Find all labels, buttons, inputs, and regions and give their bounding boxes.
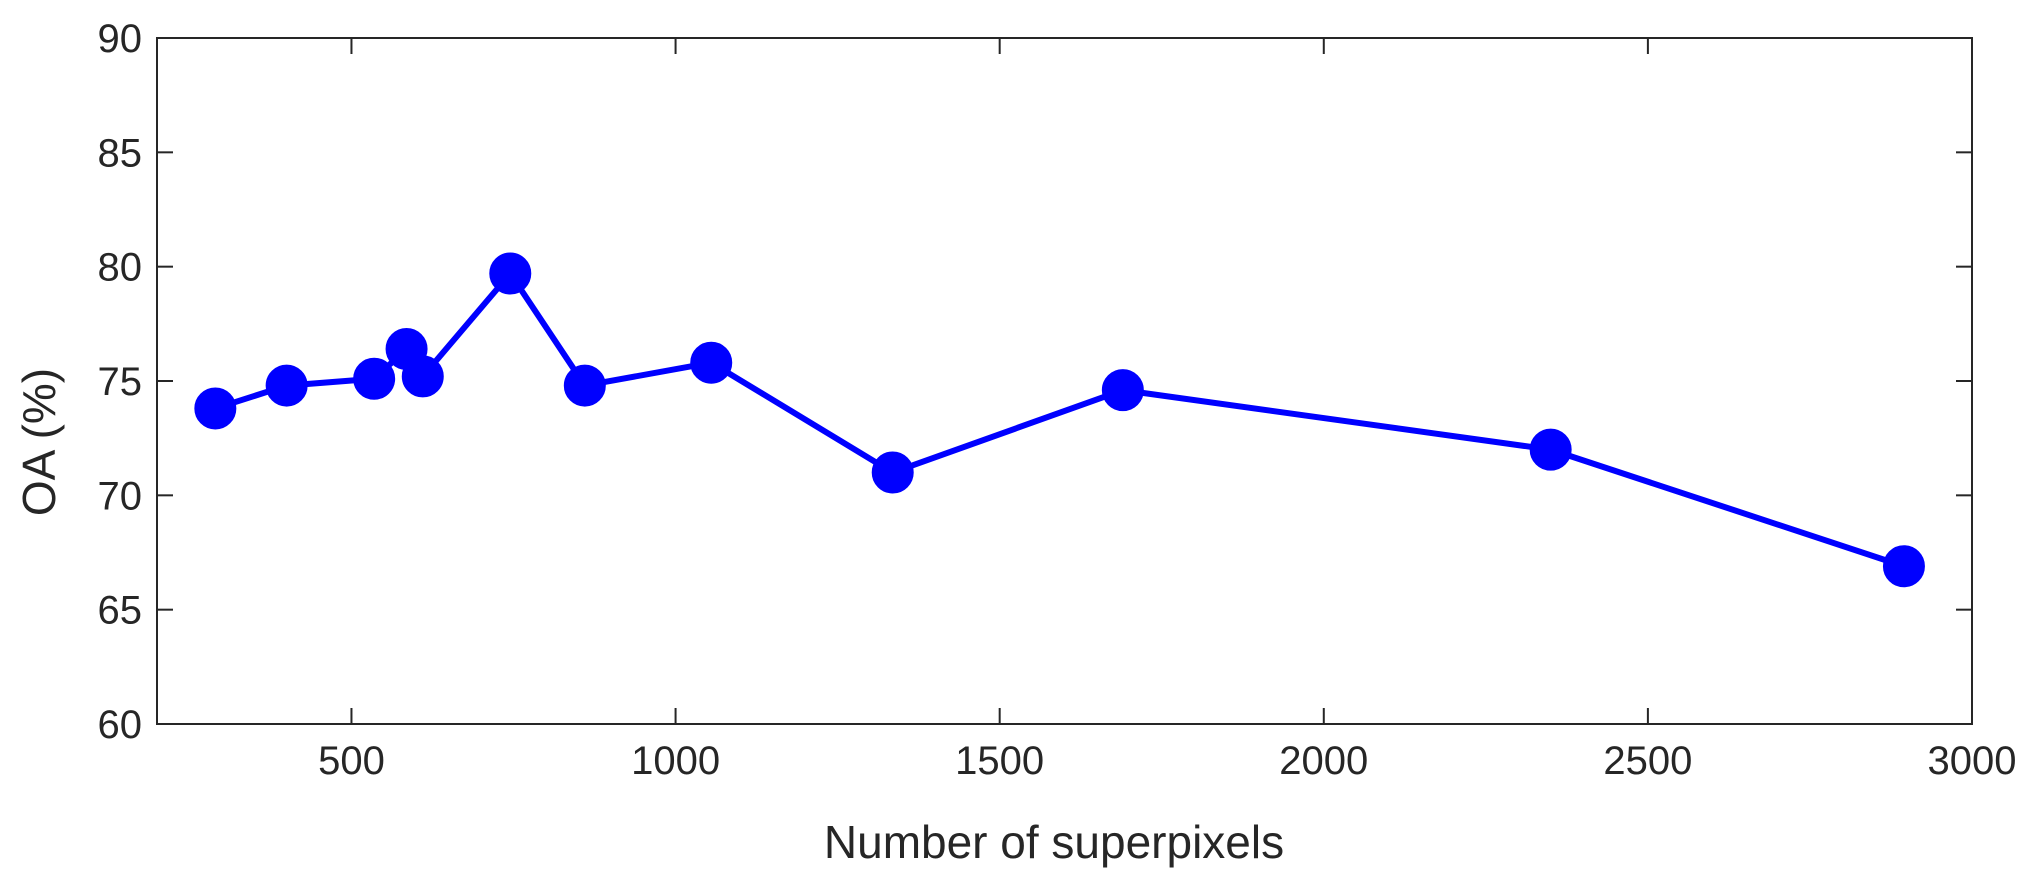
data-point [489, 252, 532, 295]
y-tick-label: 80 [98, 246, 143, 290]
y-tick-label: 60 [98, 703, 143, 747]
x-tick-label: 1500 [955, 739, 1044, 783]
data-point [353, 357, 396, 400]
y-tick-label: 75 [98, 360, 143, 404]
y-tick-label: 90 [98, 17, 143, 61]
x-axis-label: Number of superpixels [824, 816, 1284, 868]
data-point [401, 355, 444, 398]
data-point [1101, 369, 1144, 412]
data-point [690, 341, 733, 384]
x-tick-label: 1000 [631, 739, 720, 783]
data-point [194, 387, 237, 430]
data-point [1882, 545, 1925, 588]
data-point [871, 451, 914, 494]
data-point [563, 364, 606, 407]
y-tick-label: 85 [98, 131, 143, 175]
data-point [265, 364, 308, 407]
plot-area: 500 1000 1500 2000 2500 3000 60 65 70 75 80 85 90 [98, 17, 2017, 783]
y-axis-label: OA (%) [13, 368, 65, 516]
x-tick-label: 3000 [1928, 739, 2017, 783]
data-point [1529, 428, 1572, 471]
y-tick-label: 65 [98, 589, 143, 633]
x-tick-label: 500 [318, 739, 385, 783]
x-tick-label: 2000 [1279, 739, 1368, 783]
x-tick-label: 2500 [1603, 739, 1692, 783]
y-tick-label: 70 [98, 474, 143, 518]
